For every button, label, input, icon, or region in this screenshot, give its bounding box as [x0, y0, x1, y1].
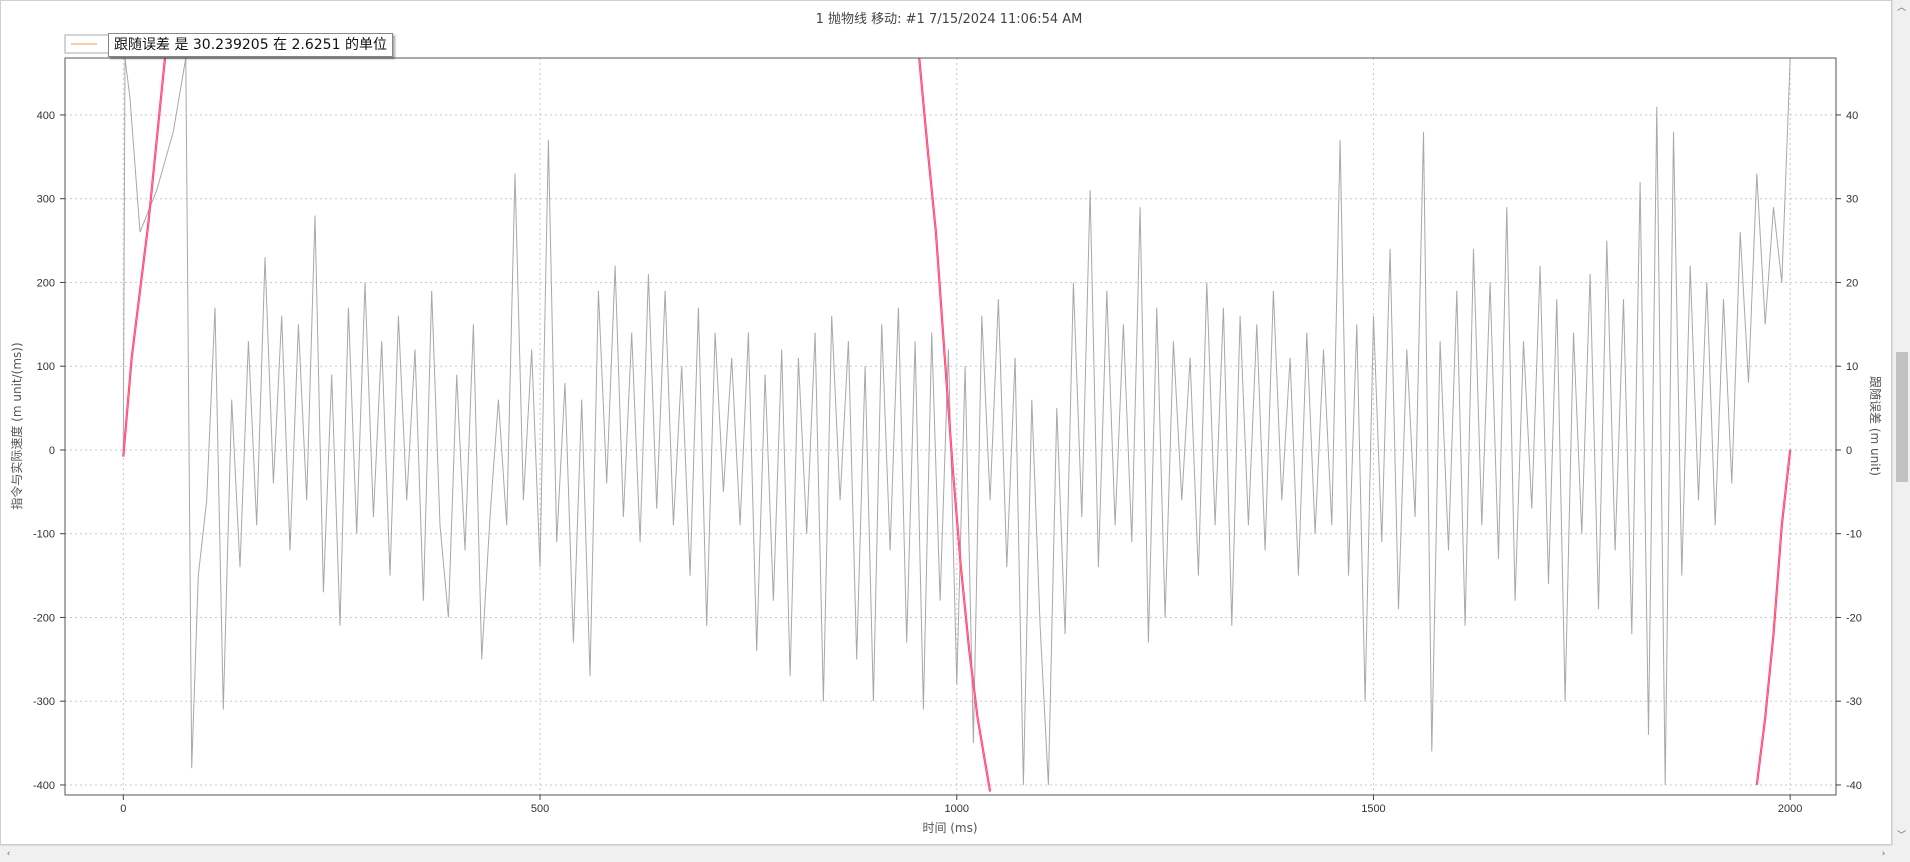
- x-tick-label: 1500: [1361, 803, 1385, 815]
- error-series-core-line: [1756, 449, 1791, 785]
- chart-title: 1 抛物线 移动: #1 7/15/2024 11:06:54 AM: [816, 12, 1083, 27]
- x-tick-label: 2000: [1778, 803, 1802, 815]
- error-series-core-line: [122, 57, 166, 457]
- y-tick-label: 0: [49, 445, 55, 457]
- error-series-core-line: [918, 57, 991, 792]
- scrollbar-corner: [1892, 845, 1910, 862]
- x-axis-title: 时间 (ms): [922, 821, 977, 835]
- y2-tick-label: 20: [1846, 277, 1858, 289]
- scroll-up-button[interactable]: ︿: [1896, 3, 1906, 13]
- error-series-layer: [122, 57, 1792, 792]
- y-axis-left: -400 -300 -200 -100 0 100 200 300 400: [33, 110, 65, 792]
- tooltip: 跟随误差 是 30.239205 在 2.6251 的单位: [108, 33, 393, 57]
- scroll-down-button[interactable]: ﹀: [1896, 831, 1906, 841]
- y-axis-right: -40 -30 -20 -10 0 10 20 30 40: [1836, 110, 1862, 792]
- y2-tick-label: 30: [1846, 194, 1858, 206]
- y-tick-label: -200: [33, 612, 55, 624]
- y2-tick-label: 0: [1846, 445, 1852, 457]
- y-tick-label: 100: [37, 361, 55, 373]
- y-tick-label: -400: [33, 780, 55, 792]
- vertical-scrollbar[interactable]: ︿ ﹀: [1892, 0, 1910, 845]
- chart: 0 500 1000 1500 2000 -400-300-200-1000100200…: [9, 12, 1883, 835]
- scroll-left-button[interactable]: ‹: [6, 849, 11, 859]
- y2-tick-label: -30: [1846, 696, 1862, 708]
- y2-tick-label: -20: [1846, 612, 1862, 624]
- vertical-scroll-thumb[interactable]: [1896, 352, 1908, 482]
- y-tick-label: -100: [33, 529, 55, 541]
- y2-tick-label: -10: [1846, 529, 1862, 541]
- x-tick-label: 500: [531, 803, 549, 815]
- noise-series-layer: [122, 57, 1791, 786]
- y2-tick-label: 40: [1846, 110, 1858, 122]
- x-tick-label: 0: [120, 803, 126, 815]
- y-tick-label: 400: [37, 110, 55, 122]
- y2-tick-label: 10: [1846, 361, 1858, 373]
- legend: [64, 34, 114, 54]
- y2-tick-label: -40: [1846, 780, 1862, 792]
- x-tick-label: 1000: [945, 803, 969, 815]
- y-axis-title: 指令与实际速度 (m unit/(ms)): [9, 342, 24, 509]
- y-tick-label: 200: [37, 277, 55, 289]
- noise-series-line: [122, 57, 1791, 786]
- x-axis: 0 500 1000 1500 2000: [120, 795, 1802, 815]
- horizontal-scrollbar[interactable]: ‹ ›: [0, 845, 1892, 862]
- chart-window: 0 500 1000 1500 2000 -400 -300 -200 -100 0 100 200…: [0, 0, 1892, 845]
- y2-axis-title: 跟随误差 (m unit): [1868, 376, 1883, 476]
- y-tick-label: 300: [37, 194, 55, 206]
- scroll-right-button[interactable]: ›: [1881, 849, 1886, 859]
- plot-border: [64, 57, 1837, 796]
- y-tick-label: -300: [33, 696, 55, 708]
